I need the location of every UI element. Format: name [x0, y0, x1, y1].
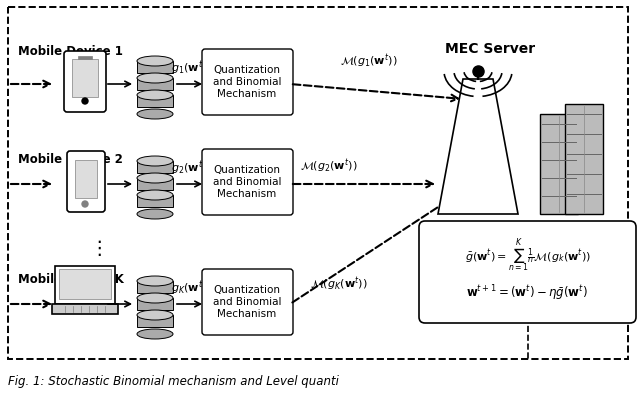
- Bar: [52, 304, 118, 314]
- Bar: [137, 62, 173, 74]
- FancyBboxPatch shape: [202, 269, 293, 335]
- Polygon shape: [438, 80, 518, 215]
- Text: $\mathcal{M}(g_2(\mathbf{w}^t))$: $\mathcal{M}(g_2(\mathbf{w}^t))$: [300, 157, 358, 174]
- Text: Fig. 1: Stochastic Binomial mechanism and Level quanti: Fig. 1: Stochastic Binomial mechanism an…: [8, 374, 339, 387]
- Bar: [72, 60, 98, 98]
- Text: Quantization: Quantization: [214, 164, 280, 174]
- Bar: [137, 298, 173, 310]
- Bar: [59, 269, 111, 299]
- Bar: [75, 160, 97, 198]
- Text: $g_2(\mathbf{w}^t)$: $g_2(\mathbf{w}^t)$: [171, 159, 207, 176]
- Ellipse shape: [137, 310, 173, 320]
- Ellipse shape: [137, 74, 173, 84]
- Ellipse shape: [137, 57, 173, 67]
- Text: Quantization: Quantization: [214, 65, 280, 75]
- FancyBboxPatch shape: [565, 105, 603, 215]
- Text: $g_K(\mathbf{w}^t)$: $g_K(\mathbf{w}^t)$: [171, 279, 207, 296]
- Ellipse shape: [137, 174, 173, 184]
- Ellipse shape: [137, 190, 173, 200]
- Text: $\bar{g}(\mathbf{w}^t) = \sum_{n=1}^{K} \frac{1}{n}\mathcal{M}(g_k(\mathbf{w}^t): $\bar{g}(\mathbf{w}^t) = \sum_{n=1}^{K} …: [465, 237, 591, 274]
- Bar: [137, 178, 173, 190]
- Text: $\vdots$: $\vdots$: [88, 237, 101, 257]
- Ellipse shape: [137, 329, 173, 339]
- Ellipse shape: [137, 293, 173, 303]
- Bar: [55, 266, 115, 304]
- Text: Quantization: Quantization: [214, 284, 280, 294]
- Bar: [137, 281, 173, 293]
- Text: $\mathcal{M}(g_K(\mathbf{w}^t))$: $\mathcal{M}(g_K(\mathbf{w}^t))$: [310, 275, 367, 292]
- Bar: [137, 196, 173, 207]
- Text: Mechanism: Mechanism: [218, 188, 276, 198]
- Ellipse shape: [137, 209, 173, 219]
- Bar: [137, 162, 173, 174]
- Ellipse shape: [137, 157, 173, 166]
- Ellipse shape: [137, 276, 173, 286]
- FancyBboxPatch shape: [64, 52, 106, 113]
- Bar: [137, 96, 173, 108]
- Text: MEC Server: MEC Server: [445, 42, 535, 56]
- Text: $\mathbf{w}^{t+1} = (\mathbf{w}^t) - \eta\bar{g}(\mathbf{w}^t)$: $\mathbf{w}^{t+1} = (\mathbf{w}^t) - \et…: [467, 282, 589, 302]
- Text: $g_1(\mathbf{w}^t)$: $g_1(\mathbf{w}^t)$: [171, 59, 207, 77]
- Circle shape: [82, 99, 88, 105]
- FancyBboxPatch shape: [540, 115, 578, 215]
- Text: Mobile Device 1: Mobile Device 1: [18, 45, 123, 58]
- FancyBboxPatch shape: [202, 150, 293, 215]
- FancyBboxPatch shape: [67, 152, 105, 213]
- Bar: [78, 57, 92, 60]
- Text: and Binomial: and Binomial: [212, 296, 281, 306]
- Bar: [137, 79, 173, 91]
- Text: Mechanism: Mechanism: [218, 89, 276, 99]
- Text: $\mathcal{M}(g_1(\mathbf{w}^t))$: $\mathcal{M}(g_1(\mathbf{w}^t))$: [340, 52, 397, 70]
- FancyBboxPatch shape: [202, 50, 293, 116]
- Ellipse shape: [137, 110, 173, 120]
- Text: Mobile Device 2: Mobile Device 2: [18, 153, 123, 166]
- Bar: [137, 315, 173, 327]
- Text: and Binomial: and Binomial: [212, 77, 281, 87]
- Text: Mobile Device K: Mobile Device K: [18, 272, 124, 285]
- Ellipse shape: [137, 91, 173, 101]
- Text: and Binomial: and Binomial: [212, 176, 281, 186]
- FancyBboxPatch shape: [419, 221, 636, 323]
- Text: Mechanism: Mechanism: [218, 308, 276, 318]
- Circle shape: [82, 201, 88, 207]
- Bar: [8, 8, 628, 359]
